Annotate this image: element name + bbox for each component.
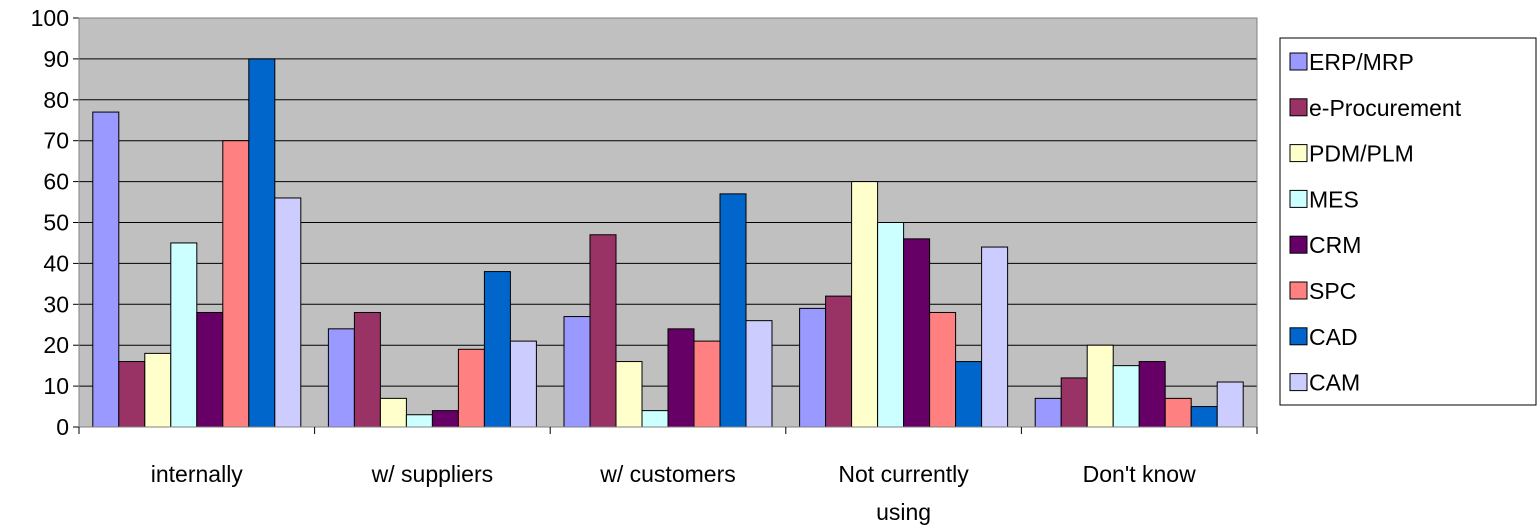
legend-swatch-mes [1289, 189, 1308, 208]
legend-swatch-spc [1289, 281, 1308, 300]
bar-e-procurement-w-customers [589, 234, 617, 428]
bar-cam-w-customers [745, 320, 773, 428]
bar-cad-not-currently-using [955, 361, 983, 428]
legend-swatch-e-procurement [1289, 98, 1308, 117]
bar-e-procurement-don-t-know [1060, 377, 1088, 428]
y-tick-label: 10 [43, 373, 69, 399]
axes [73, 17, 1258, 434]
bar-mes-w-customers [641, 410, 669, 428]
bar-crm-not-currently-using [903, 238, 931, 428]
bar-cam-w-suppliers [509, 340, 537, 428]
y-tick-labels: 0 10 20 30 40 50 60 70 80 90 100 [31, 5, 69, 440]
y-tick-label: 70 [43, 128, 69, 154]
bar-spc-don-t-know [1164, 397, 1192, 428]
bar-e-procurement-not-currently-using [825, 295, 853, 428]
bar-pdm-plm-w-customers [615, 361, 643, 428]
y-tick-label: 20 [43, 332, 69, 358]
bar-cad-w-suppliers [483, 271, 511, 428]
bar-spc-internally [222, 140, 250, 428]
y-tick-label: 30 [43, 291, 69, 317]
legend-swatch-pdm-plm [1289, 144, 1308, 163]
x-tick-label-w-customers: w/ customers [599, 461, 735, 487]
bar-spc-not-currently-using [929, 311, 957, 428]
bar-cam-don-t-know [1216, 381, 1244, 428]
legend-label-cad: CAD [1309, 324, 1358, 350]
plot-border [78, 17, 1258, 428]
legend-label-pdm-plm: PDM/PLM [1309, 141, 1414, 167]
bar-crm-internally [196, 311, 224, 428]
bar-e-procurement-internally [118, 361, 146, 428]
bar-cad-w-customers [719, 193, 747, 428]
x-tick-labels: internally w/ suppliers w/ customers Not cu… [151, 461, 1196, 525]
y-tick-label: 100 [31, 5, 69, 31]
bar-erp-mrp-w-suppliers [327, 328, 355, 428]
bar-mes-not-currently-using [877, 222, 905, 428]
x-tick-label-w-suppliers: w/ suppliers [371, 461, 493, 487]
bar-pdm-plm-don-t-know [1086, 344, 1114, 428]
bar-erp-mrp-don-t-know [1034, 397, 1062, 428]
legend-box [1279, 37, 1537, 406]
bar-cam-not-currently-using [981, 246, 1009, 428]
legend-swatch-cad [1289, 327, 1308, 346]
bar-erp-mrp-internally [92, 111, 120, 428]
y-tick-label: 60 [43, 169, 69, 195]
bar-pdm-plm-not-currently-using [851, 181, 879, 428]
legend-label-mes: MES [1309, 186, 1359, 212]
bar-pdm-plm-w-suppliers [379, 397, 407, 428]
legend-label-erp-mrp: ERP/MRP [1309, 49, 1414, 75]
bar-crm-don-t-know [1138, 361, 1166, 428]
bars [92, 58, 1244, 428]
bar-pdm-plm-internally [144, 352, 172, 428]
bar-cad-internally [248, 58, 276, 428]
y-tick-label: 90 [43, 46, 69, 72]
y-tick-label: 40 [43, 250, 69, 276]
bar-mes-w-suppliers [405, 414, 433, 428]
bar-crm-w-customers [667, 328, 695, 428]
legend-swatch-cam [1289, 373, 1308, 392]
x-tick-label-internally: internally [151, 461, 244, 487]
legend-swatch-erp-mrp [1289, 52, 1308, 71]
y-tick-label: 50 [43, 210, 69, 236]
bar-spc-w-suppliers [457, 348, 485, 428]
legend: ERP/MRP e-Procurement PDM/PLM MES CRM SPC CAD C… [1279, 37, 1537, 406]
x-tick-label-not-currently-using: Not currently using [838, 461, 969, 525]
y-tick-label: 0 [56, 414, 69, 440]
bar-cad-don-t-know [1190, 406, 1218, 428]
legend-label-cam: CAM [1309, 370, 1360, 396]
bar-mes-don-t-know [1112, 365, 1140, 428]
x-tick-label-don-t-know: Don't know [1083, 461, 1196, 487]
bar-spc-w-customers [693, 340, 721, 428]
bar-e-procurement-w-suppliers [353, 311, 381, 428]
bar-erp-mrp-w-customers [563, 316, 591, 428]
y-tick-label: 80 [43, 87, 69, 113]
legend-label-crm: CRM [1309, 232, 1361, 258]
bar-mes-internally [170, 242, 198, 428]
legend-label-spc: SPC [1309, 278, 1356, 304]
bar-cam-internally [274, 197, 302, 428]
bar-erp-mrp-not-currently-using [799, 307, 827, 428]
bar-crm-w-suppliers [431, 410, 459, 428]
legend-label-e-procurement: e-Procurement [1309, 95, 1462, 121]
legend-swatch-crm [1289, 235, 1308, 254]
